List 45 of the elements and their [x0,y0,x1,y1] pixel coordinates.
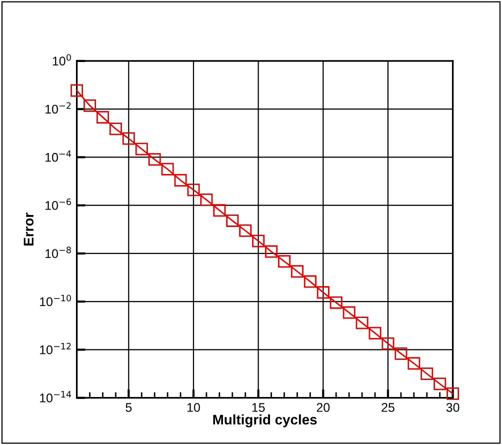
x-tick-label: 10 [187,403,200,412]
point [265,245,278,258]
point [382,337,394,350]
y-tick-label: 10$^{0}$ [52,54,71,66]
point [148,153,161,166]
x-tick-label: 30 [446,403,460,412]
x-tick-label: 5 [126,403,132,412]
point [290,265,304,278]
point [252,234,265,248]
point [278,255,291,268]
point [84,99,96,112]
point [368,326,382,340]
y-axis-title: Error [24,212,34,246]
point [408,357,420,370]
point [316,286,330,299]
x-tick-label: 15 [252,403,265,412]
x-tick-label: 25 [382,403,394,412]
point [161,162,174,176]
y-tick-label: 10$^{−6}$ [46,198,71,210]
point [304,275,316,288]
y-tick-label: 10$^{−14}$ [40,391,72,402]
point [187,184,200,196]
point [356,316,368,330]
point [420,368,434,380]
y-tick-label: 10$^{−10}$ [40,294,71,306]
point [135,142,148,156]
point [239,224,252,237]
point [330,296,342,309]
point [226,214,239,227]
point [122,132,135,145]
point [342,306,356,319]
y-tick-label: 10$^{−12}$ [40,342,71,354]
point [70,84,84,97]
x-tick-label: 20 [316,403,330,412]
y-tick-label: 10$^{−8}$ [46,246,71,258]
point [174,174,187,187]
point [109,122,122,136]
point [200,194,213,206]
y-tick-label: 10$^{−2}$ [46,102,71,114]
point [213,204,226,217]
point [434,378,446,390]
point [96,110,109,124]
point [394,347,408,360]
y-tick-label: 10$^{−4}$ [46,150,71,162]
x-axis-title: Multigrid cycles [213,414,317,428]
